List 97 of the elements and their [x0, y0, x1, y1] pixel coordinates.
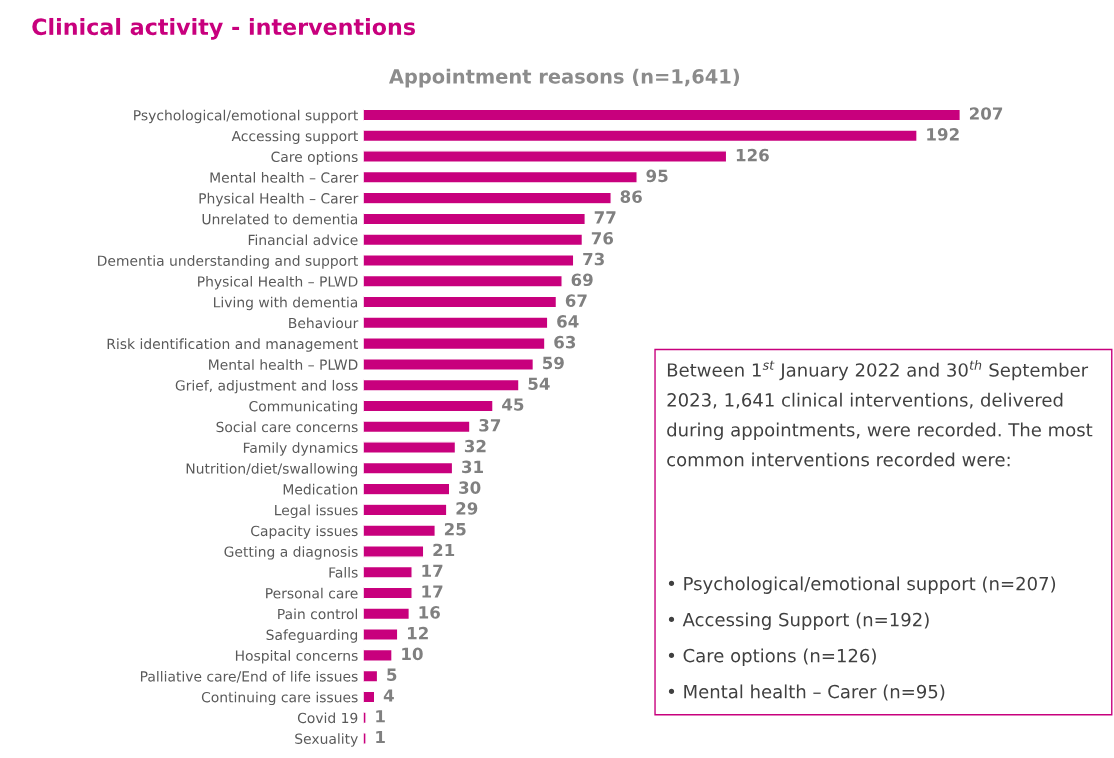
data-label: 10 [402, 647, 423, 661]
data-label: 95 [646, 169, 668, 183]
annotation: • Care options (n=126) [668, 648, 876, 666]
data-label: 77 [594, 211, 616, 224]
bar [363, 503, 448, 517]
y-tick-label: Mental health – PLWD [209, 359, 358, 370]
annotation: • Mental health – Carer (n=95) [668, 684, 945, 701]
bar [363, 254, 575, 267]
y-tick-label: Risk identification and management [107, 338, 358, 352]
y-tick-label: Getting a diagnosis [224, 546, 358, 560]
y-tick-label: Medication [283, 483, 358, 495]
data-label: 32 [464, 439, 486, 453]
bar [363, 545, 425, 558]
data-label: 37 [479, 418, 501, 432]
data-label: 1 [376, 730, 385, 744]
data-label: 4 [383, 689, 394, 702]
bar [363, 607, 411, 621]
y-tick-label: Falls [329, 566, 358, 578]
chart-title: Clinical activity - interventions [32, 17, 415, 40]
annotation: • Psychological/emotional support (n=207) [668, 576, 1056, 594]
bar [363, 295, 558, 309]
data-label: 67 [565, 294, 587, 307]
y-tick-label: Hospital concerns [235, 650, 358, 664]
data-label: 1 [376, 710, 385, 723]
y-tick-label: Financial advice [248, 234, 358, 246]
y-tick-label: Care options [271, 151, 358, 165]
bar [363, 357, 535, 371]
bar [363, 378, 520, 392]
annotation: Between 1$^{st}$ January 2022 and 30$^{th}$ September 2023, 1,641 clinical interventions, delivered during appointments, were recorded. The most common interventions recorded were: [667, 360, 1093, 467]
bar [363, 648, 393, 662]
y-tick-label: Behaviour [289, 317, 359, 329]
bar [363, 129, 918, 143]
y-tick-label: Covid 19 [297, 712, 358, 724]
data-label: 12 [407, 626, 428, 640]
data-label: 64 [557, 315, 579, 328]
data-label: 86 [620, 190, 642, 203]
data-label: 21 [433, 543, 455, 557]
bar [363, 274, 563, 288]
y-tick-label: Palliative care/End of life issues [140, 670, 358, 683]
y-tick-label: Dementia understanding and support [98, 255, 358, 269]
data-label: 126 [736, 148, 769, 162]
y-tick-label: Physical Health – PLWD [198, 275, 358, 290]
bar [363, 316, 549, 330]
bar [363, 233, 584, 247]
data-label: 5 [387, 668, 397, 681]
annotation: • Accessing Support (n=192) [668, 612, 929, 630]
bar [363, 628, 399, 642]
y-tick-label: Sexuality [295, 733, 358, 747]
data-label: 25 [444, 522, 466, 536]
data-label: 207 [969, 107, 1003, 120]
data-label: 17 [422, 585, 443, 598]
y-tick-label: Personal care [266, 587, 358, 599]
bar [363, 441, 457, 454]
bar [363, 586, 413, 600]
data-label: 63 [554, 335, 576, 349]
data-label: 54 [528, 377, 550, 391]
y-tick-label: Communicating [249, 400, 358, 415]
data-label: 17 [422, 564, 443, 577]
bar [363, 337, 546, 351]
bar [363, 482, 451, 496]
y-tick-label: Capacity issues [251, 525, 358, 539]
y-tick-label: Grief, adjustment and loss [175, 379, 358, 394]
bar [363, 150, 728, 163]
y-tick-label: Social care concerns [216, 421, 358, 433]
y-tick-label: Psychological/emotional support [134, 109, 358, 124]
bar [363, 669, 379, 683]
y-tick-label: Family dynamics [243, 442, 358, 456]
data-label: 76 [591, 231, 614, 245]
y-tick-label: Continuing care issues [201, 691, 358, 706]
bar [363, 461, 454, 475]
data-label: 59 [542, 356, 564, 370]
y-tick-label: Legal issues [275, 504, 358, 519]
y-tick-label: Unrelated to dementia [202, 213, 358, 225]
data-label: 45 [502, 398, 524, 411]
y-tick-label: Mental health – Carer [210, 172, 359, 183]
data-label: 69 [571, 273, 593, 287]
bar [363, 170, 638, 184]
bar [363, 212, 586, 226]
data-label: 31 [462, 460, 483, 474]
y-tick-label: Living with dementia [214, 296, 358, 311]
bar [363, 191, 612, 205]
data-label: 30 [459, 481, 481, 494]
data-label: 29 [456, 502, 478, 515]
bar [363, 399, 494, 413]
y-tick-label: Pain control [278, 608, 357, 620]
bar [363, 524, 436, 538]
y-tick-label: Safeguarding [266, 629, 358, 643]
data-label: 73 [583, 252, 604, 266]
y-tick-label: Accessing support [231, 130, 358, 144]
chart-subtitle: Appointment reasons (n=1,641) [388, 68, 740, 88]
data-label: 192 [927, 128, 959, 141]
y-tick-label: Nutrition/diet/swallowing [186, 463, 358, 477]
bar [363, 108, 962, 122]
bar [363, 420, 471, 434]
y-tick-label: Physical Health – Carer [199, 192, 359, 207]
bar [363, 565, 413, 579]
data-label: 16 [419, 606, 440, 619]
